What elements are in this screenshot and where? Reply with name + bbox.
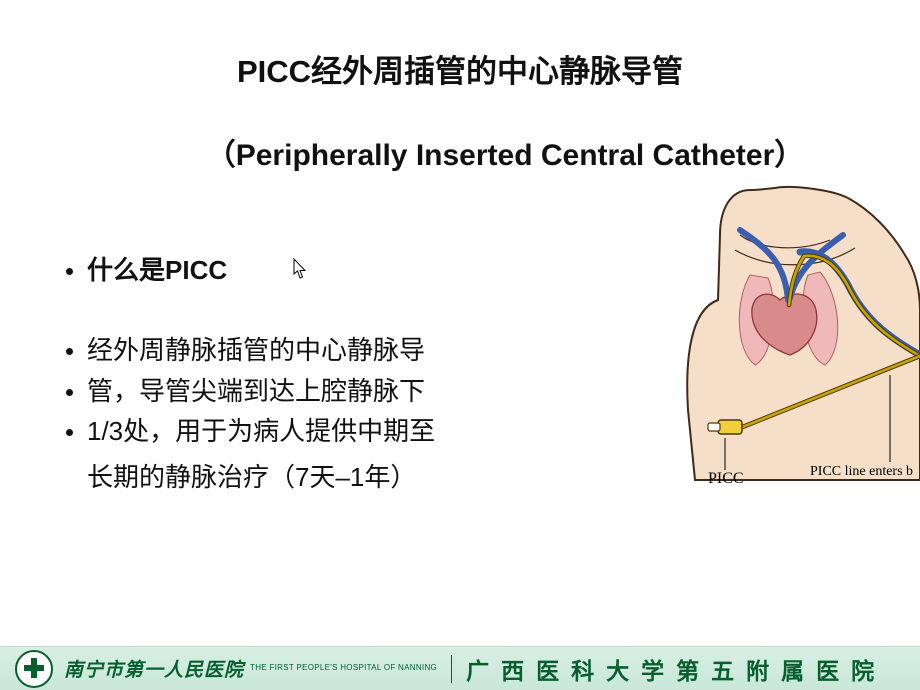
footer: 南宁市第一人民医院 THE FIRST PEOPLE'S HOSPITAL OF… — [0, 646, 920, 690]
slide: PICC经外周插管的中心静脉导管 （Peripherally Inserted … — [0, 0, 920, 690]
content-block: 什么是PICC 经外周静脉插管的中心静脉导 管，导管尖端到达上腔静脉下 1/3处… — [66, 250, 626, 497]
footer-hospital-cn: 南宁市第一人民医院 — [64, 655, 244, 682]
title-main: PICC经外周插管的中心静脉导管 — [0, 46, 920, 91]
body-line: 经外周静脉插管的中心静脉导 — [66, 330, 626, 370]
body-line-last: 长期的静脉治疗（7天–1年） — [66, 457, 626, 497]
question-text: 什么是PICC — [87, 250, 626, 290]
bullet-dot-icon — [66, 348, 73, 355]
cursor-icon — [293, 258, 307, 280]
picc-diagram: PICC PICC line enters b — [680, 180, 920, 490]
bullet-dot-icon — [66, 429, 73, 436]
title-sub: （Peripherally Inserted Central Catheter） — [0, 130, 920, 174]
bullet-dot-icon — [66, 389, 73, 396]
footer-affiliation: 广西医科大学第五附属医院 — [466, 652, 886, 686]
footer-separator — [451, 655, 452, 683]
body-text: 管，导管尖端到达上腔静脉下 — [87, 371, 626, 411]
hospital-logo-icon — [14, 649, 54, 689]
body-text: 长期的静脉治疗（7天–1年） — [87, 457, 626, 497]
footer-hospital-en: THE FIRST PEOPLE'S HOSPITAL OF NANNING — [250, 664, 437, 672]
body-text: 经外周静脉插管的中心静脉导 — [87, 330, 626, 370]
body-line: 1/3处，用于为病人提供中期至 — [66, 411, 626, 451]
question-bullet: 什么是PICC — [66, 250, 626, 290]
diagram-label-picc: PICC — [708, 470, 744, 488]
body-line: 管，导管尖端到达上腔静脉下 — [66, 371, 626, 411]
body-text: 1/3处，用于为病人提供中期至 — [87, 411, 626, 451]
bullet-dot-icon — [66, 268, 73, 275]
diagram-label-entry: PICC line enters b — [810, 464, 913, 480]
